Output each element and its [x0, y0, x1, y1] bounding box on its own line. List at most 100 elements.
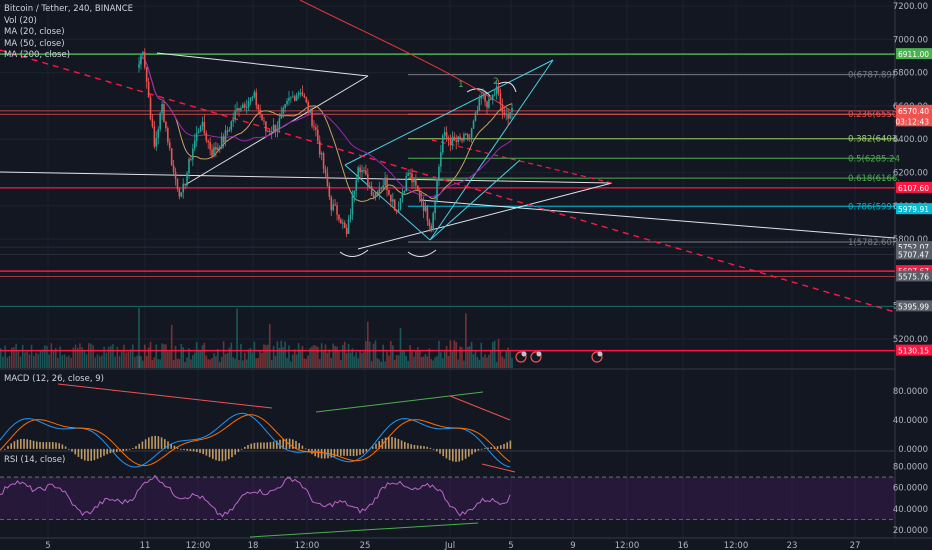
triangle-upper — [156, 52, 369, 77]
volume-bar — [114, 356, 116, 368]
candle-body — [236, 108, 238, 112]
macd-histogram-bar — [320, 448, 323, 459]
macd-pane-label[interactable]: MACD (12, 26, close, 9) — [4, 374, 104, 384]
macd-histogram-bar — [176, 447, 179, 449]
price-badge-label: 6570.40 — [898, 107, 929, 116]
macd-histogram-bar — [93, 448, 96, 461]
time-tick-label: 12:00 — [295, 541, 320, 550]
volume-bar — [499, 350, 502, 368]
price-tick-label: 7200.00 — [893, 2, 928, 12]
macd-histogram-bar — [439, 448, 441, 454]
macd-histogram-bar — [503, 443, 505, 449]
candle-body — [457, 136, 459, 142]
event-marker-dot — [521, 351, 527, 357]
volume-bar — [397, 355, 400, 368]
macd-tick-label: 80.0000 — [893, 387, 928, 397]
macd-histogram-bar — [407, 443, 409, 449]
volume-bar — [393, 359, 396, 368]
red-dashed-short — [431, 139, 613, 184]
volume-bar — [351, 348, 354, 368]
volume-bar — [461, 347, 463, 368]
rsi-pane-label[interactable]: RSI (14, close) — [4, 455, 66, 465]
symbol-title[interactable]: Bitcoin / Tether, 240, BINANCE — [4, 4, 134, 14]
indicator-ma200[interactable]: MA (200, close) — [4, 50, 71, 60]
volume-bar — [509, 350, 511, 368]
volume-bar — [232, 357, 235, 368]
annotation-2: 2 — [493, 77, 499, 87]
candle-body — [374, 192, 377, 197]
volume-bar — [107, 346, 110, 368]
macd-histogram-bar — [122, 448, 124, 452]
macd-histogram-bar — [205, 448, 208, 456]
volume-bar — [167, 351, 169, 368]
volume-bar — [436, 356, 438, 368]
macd-histogram-bar — [74, 448, 76, 455]
candle-body — [340, 219, 342, 224]
macd-histogram-bar — [144, 439, 147, 449]
macd-histogram-bar — [221, 448, 224, 462]
volume-bar — [66, 356, 68, 368]
volume-bar — [486, 357, 488, 368]
volume-bar — [17, 351, 20, 368]
candle-body — [259, 109, 261, 115]
macd-histogram-bar — [276, 440, 278, 449]
candle-body — [382, 185, 384, 189]
candle-body — [453, 136, 456, 141]
macd-histogram-bar — [336, 448, 339, 457]
volume-bar — [176, 358, 179, 368]
volume-bar — [83, 349, 86, 368]
volume-bar — [366, 321, 369, 368]
fib-level-label: 0(6787.89) — [848, 71, 895, 81]
candle-body — [145, 67, 148, 82]
volume-bar — [99, 356, 101, 368]
volume-bar — [426, 356, 429, 368]
macd-histogram-bar — [487, 447, 489, 449]
volume-bar — [380, 361, 383, 368]
candle-body — [228, 129, 231, 132]
volume-bar — [215, 356, 217, 368]
volume-bar — [441, 358, 444, 368]
candle-body — [170, 148, 173, 166]
volume-bar — [440, 352, 442, 368]
indicator-ma20[interactable]: MA (20, close) — [4, 27, 65, 37]
price-tick-label: 5800.00 — [893, 235, 928, 245]
time-axis[interactable]: 5 11 12:00 18 12:00 25 Jul 5 9 12:00 16 12:00 23 27 — [45, 541, 860, 550]
macd-histogram-bar — [317, 448, 320, 458]
candle-body — [163, 104, 165, 122]
volume-bar — [178, 359, 181, 368]
macd-histogram-bar — [237, 448, 240, 452]
macd-histogram-bar — [298, 443, 300, 449]
macd-histogram-bar — [42, 442, 44, 449]
candle-body — [386, 177, 388, 191]
price-axis[interactable]: 7200.007000.006800.006600.006400.006200.… — [893, 2, 932, 536]
macd-histogram-bar — [32, 440, 35, 449]
macd-histogram-bar — [272, 441, 275, 449]
volume-bar — [490, 350, 492, 368]
macd-histogram-bar — [295, 440, 297, 449]
horizontal-levels[interactable] — [0, 53, 895, 352]
volume-bar — [230, 342, 233, 368]
indicator-ma50[interactable]: MA (50, close) — [4, 38, 65, 49]
volume-bar — [28, 354, 31, 368]
ma20-line — [138, 56, 513, 202]
fib-level-label: 0.5(6285.24 — [848, 154, 900, 164]
volume-bar — [284, 341, 286, 368]
volume-bar — [209, 359, 211, 368]
volume-bar — [445, 346, 448, 368]
volume-bar — [480, 342, 483, 368]
time-tick-label: 23 — [787, 541, 798, 550]
volume-bar — [224, 354, 227, 368]
volume-bar — [503, 358, 506, 368]
volume-bar — [261, 352, 263, 368]
volume-bar — [403, 351, 406, 368]
macd-histogram-bar — [228, 448, 230, 460]
macd-histogram-bar — [58, 443, 60, 449]
time-tick-label: 5 — [508, 541, 513, 550]
candle-body — [159, 113, 161, 130]
indicator-vol[interactable]: Vol (20) — [4, 15, 37, 26]
macd-histogram-bar — [103, 448, 105, 456]
time-tick-label: 12:00 — [615, 541, 640, 550]
volume-bar — [501, 356, 504, 368]
